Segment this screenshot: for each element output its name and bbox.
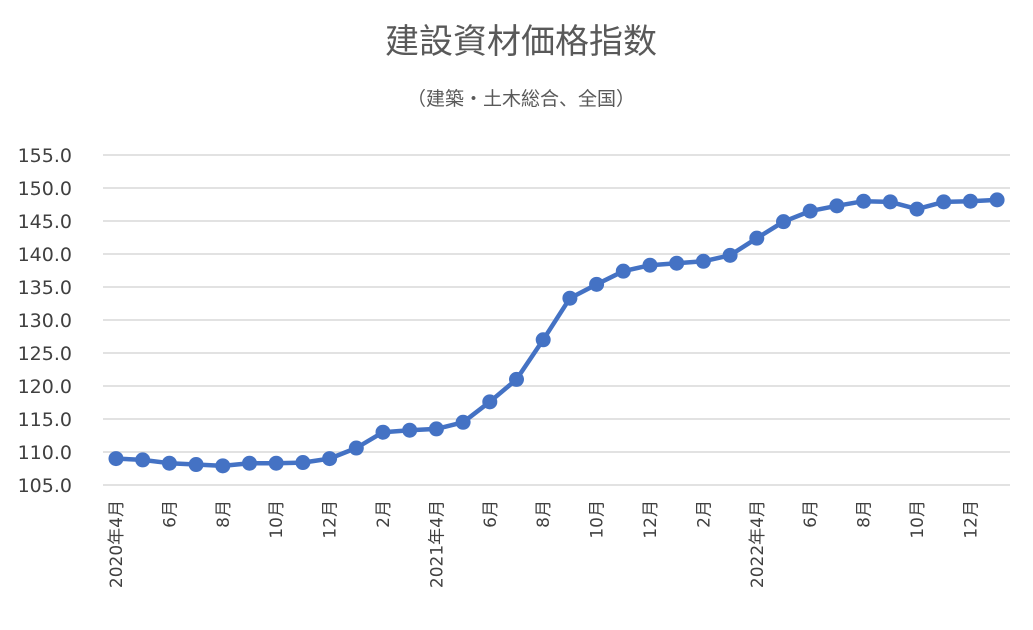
chart-subtitle: （建築・土木総合、全国） xyxy=(407,88,635,110)
y-tick-label: 135.0 xyxy=(18,277,72,299)
chart-title: 建設資材価格指数 xyxy=(385,22,657,62)
data-point xyxy=(615,263,631,279)
y-tick-label: 145.0 xyxy=(18,211,72,233)
data-point xyxy=(962,193,978,209)
data-point xyxy=(428,421,444,437)
x-tick-label: 6月 xyxy=(160,500,180,528)
data-point xyxy=(882,194,898,210)
data-point xyxy=(268,455,284,471)
x-tick-label: 2021年4月 xyxy=(427,500,447,588)
data-point xyxy=(642,257,658,273)
x-tick-label: 2020年4月 xyxy=(107,500,127,588)
x-tick-label: 6月 xyxy=(481,500,501,528)
series-layer xyxy=(108,192,1005,474)
x-tick-label: 12月 xyxy=(961,500,981,539)
data-point xyxy=(829,198,845,214)
y-tick-label: 155.0 xyxy=(18,145,72,167)
data-point xyxy=(509,371,524,387)
data-point xyxy=(375,424,391,440)
data-point xyxy=(482,394,498,410)
x-tick-label: 2月 xyxy=(374,500,394,528)
data-point xyxy=(589,276,605,292)
y-tick-label: 125.0 xyxy=(18,343,72,365)
data-point xyxy=(776,214,791,230)
x-tick-label: 10月 xyxy=(908,500,928,539)
x-axis-ticks: 2020年4月 6月 8月 10月 12月 2月 2021年4月 6月 8月 10月 12月 2月 20… xyxy=(107,500,981,588)
data-point xyxy=(215,458,231,474)
x-tick-label: 12月 xyxy=(641,500,661,539)
data-point xyxy=(455,414,471,430)
data-point xyxy=(242,455,257,471)
data-point xyxy=(402,422,418,438)
x-tick-label: 8月 xyxy=(214,500,234,528)
series-line xyxy=(113,197,1000,469)
data-point xyxy=(989,192,1005,208)
data-point xyxy=(669,255,685,271)
data-point xyxy=(188,457,204,473)
y-tick-label: 105.0 xyxy=(18,475,72,497)
x-tick-label: 10月 xyxy=(588,500,608,539)
data-point xyxy=(348,440,364,456)
x-tick-label: 12月 xyxy=(321,500,341,539)
y-axis-ticks: 105.0 110.0 115.0 120.0 125.0 130.0 135.0 140.0… xyxy=(18,145,72,497)
data-point xyxy=(108,451,124,467)
data-point xyxy=(749,230,765,246)
y-tick-label: 115.0 xyxy=(18,409,72,431)
y-tick-label: 120.0 xyxy=(18,376,72,398)
x-tick-label: 8月 xyxy=(855,500,875,528)
data-point xyxy=(322,451,338,467)
x-tick-label: 10月 xyxy=(267,500,287,539)
x-tick-label: 6月 xyxy=(801,500,821,528)
x-tick-label: 8月 xyxy=(534,500,554,528)
data-point xyxy=(161,455,177,471)
x-tick-label: 2022年4月 xyxy=(748,500,768,588)
data-point xyxy=(856,193,872,209)
data-point xyxy=(722,247,738,263)
data-point xyxy=(135,452,151,468)
data-point xyxy=(936,194,952,210)
x-tick-label: 2月 xyxy=(694,500,714,528)
data-point xyxy=(562,290,578,306)
y-tick-label: 150.0 xyxy=(18,178,72,200)
y-tick-label: 110.0 xyxy=(18,442,72,464)
data-point xyxy=(909,201,925,217)
data-point xyxy=(695,253,711,269)
y-tick-label: 140.0 xyxy=(18,244,72,266)
data-point xyxy=(295,455,311,471)
y-tick-label: 130.0 xyxy=(18,310,72,332)
data-point xyxy=(535,332,551,348)
data-point xyxy=(802,203,818,219)
